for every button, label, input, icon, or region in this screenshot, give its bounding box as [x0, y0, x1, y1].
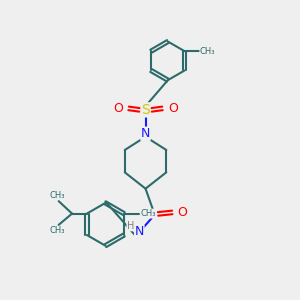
- Text: CH₃: CH₃: [50, 226, 65, 235]
- Text: S: S: [141, 103, 150, 117]
- Text: N: N: [141, 127, 150, 140]
- Text: CH₃: CH₃: [200, 47, 215, 56]
- Text: H: H: [127, 221, 134, 231]
- Text: CH₃: CH₃: [50, 191, 65, 200]
- Text: O: O: [168, 102, 178, 115]
- Text: O: O: [177, 206, 187, 219]
- Text: CH₃: CH₃: [141, 209, 156, 218]
- Text: N: N: [135, 225, 144, 238]
- Text: O: O: [113, 102, 123, 115]
